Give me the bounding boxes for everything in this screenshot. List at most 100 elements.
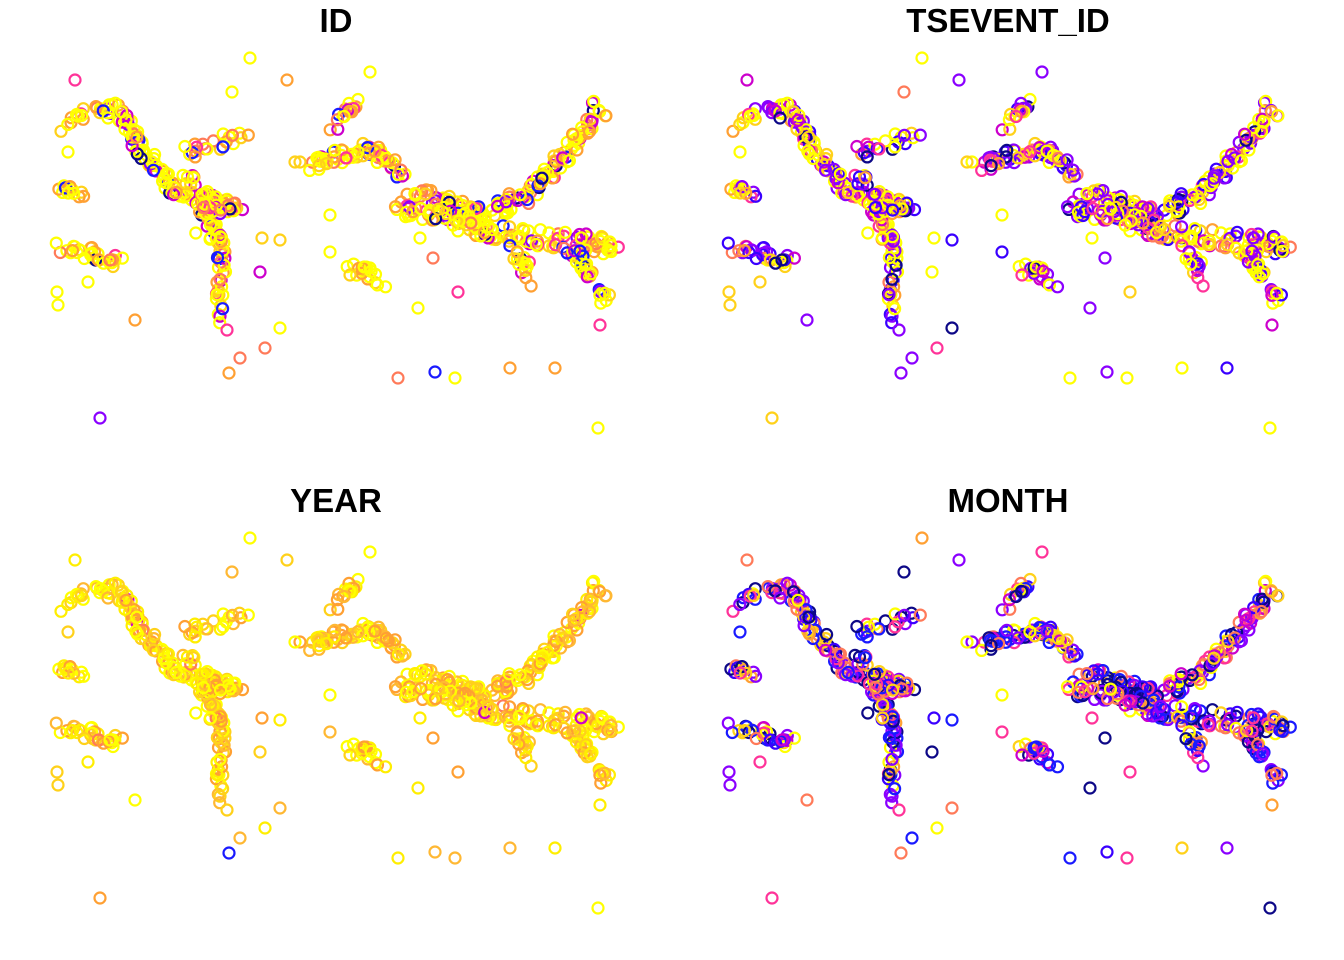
point-marker [411,781,425,795]
point-marker [502,187,516,201]
point-marker [1050,280,1065,294]
point-marker [503,220,517,234]
point-marker [330,593,344,607]
point-marker [945,713,959,727]
point-marker [1252,270,1266,284]
point-marker [852,650,867,664]
point-marker [1224,627,1239,642]
point-marker [1060,200,1075,214]
point-marker [225,565,239,579]
point-marker [399,205,414,219]
point-marker [723,778,737,792]
point-marker [431,682,446,696]
point-marker [740,553,754,567]
point-marker [258,821,272,835]
point-marker [61,117,75,132]
point-marker [50,765,64,779]
point-marker [894,846,908,860]
point-marker [1083,301,1097,315]
point-marker [414,682,428,696]
point-marker [1124,694,1138,708]
point-marker [451,765,465,779]
point-marker [753,275,767,289]
point-marker [1051,631,1065,646]
point-marker [603,724,617,738]
point-marker [722,765,736,779]
point-marker [802,610,816,624]
point-marker [995,688,1009,702]
point-marker [945,801,959,815]
point-marker [233,831,247,845]
point-marker [161,167,175,181]
point-marker [1083,781,1097,795]
point-marker [746,588,761,603]
point-marker [1035,545,1049,559]
point-marker [128,313,142,327]
point-marker [892,323,906,337]
point-marker [273,233,287,247]
point-marker [54,124,68,138]
point-marker [65,244,80,258]
point-marker [886,683,900,697]
point-marker [995,245,1009,259]
point-marker [1120,851,1134,865]
point-marker [1078,205,1092,219]
point-marker [50,285,64,299]
point-marker [216,607,230,621]
point-marker [1103,202,1118,216]
point-marker [894,366,908,380]
point-marker [790,122,804,136]
point-marker [234,611,248,625]
point-marker [103,733,117,747]
point-marker [952,73,966,87]
point-marker [312,159,326,173]
point-marker [51,778,65,792]
point-marker [773,111,787,125]
point-marker [457,695,471,709]
point-marker [1035,65,1049,79]
point-marker [61,666,75,680]
point-marker [101,591,115,605]
point-marker [1060,680,1075,694]
point-marker [915,531,929,545]
point-marker [1003,122,1017,136]
point-marker [464,696,478,710]
point-marker [875,697,890,712]
point-marker [225,85,239,99]
point-marker [861,706,875,720]
point-marker [503,700,517,714]
point-marker [280,553,294,567]
point-marker [1263,421,1277,435]
point-marker [323,725,337,739]
point-marker [167,188,181,202]
point-marker [368,144,382,158]
point-marker [188,630,202,644]
point-marker [327,630,341,644]
point-marker [368,624,382,638]
point-marker [722,285,736,299]
point-marker [69,587,84,602]
point-marker [188,150,202,164]
point-marker [108,96,122,110]
panel-id: ID [0,0,672,480]
point-marker [560,726,574,740]
point-marker [535,651,549,665]
point-marker [599,109,613,123]
point-marker [1245,724,1259,738]
point-marker [1003,602,1017,616]
point-marker [186,171,200,185]
point-marker [768,736,783,750]
point-marker [1154,219,1168,233]
point-marker [723,298,737,312]
point-marker [61,597,75,612]
point-marker [452,694,466,708]
point-marker [1051,151,1065,166]
point-marker [370,758,385,772]
point-marker [288,635,302,649]
point-marker [533,657,547,671]
point-marker [1265,798,1279,812]
point-marker [603,244,617,258]
point-marker [845,669,859,683]
point-marker [331,602,345,616]
point-marker [448,851,462,865]
